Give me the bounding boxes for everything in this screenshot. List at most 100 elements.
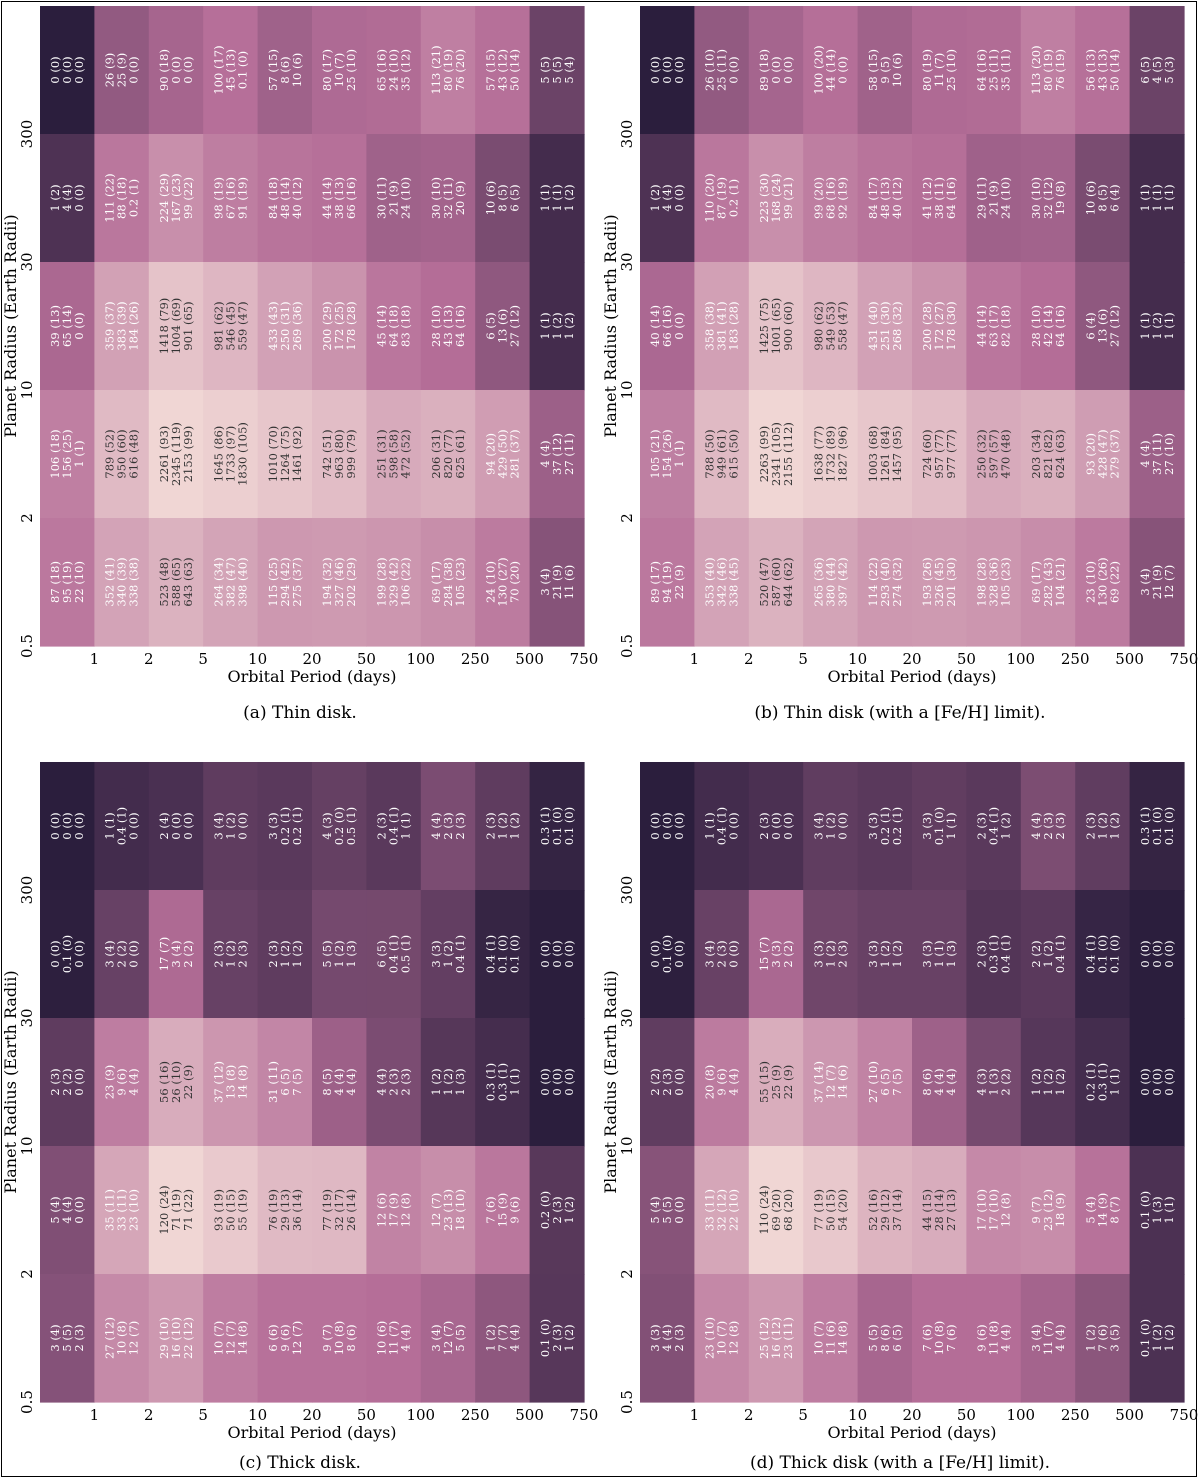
cell-label-d-r4-c3-1: 11 (6): [823, 1321, 837, 1356]
cell-label-c-r4-c6-2: 4 (4): [399, 1324, 413, 1351]
cell-label-b-r0-c4-0: 58 (15): [866, 49, 880, 91]
cell-label-d-r1-c8-2: 0.1 (0): [1107, 935, 1121, 973]
cell-d-r4-c5: [912, 1274, 967, 1403]
cell-b-r4-c2: [748, 518, 804, 647]
cell-a-r3-c9: [529, 390, 585, 519]
cell-label-d-r4-c6-1: 11 (8): [987, 1321, 1001, 1356]
cell-label-d-r3-c1-0: 33 (11): [703, 1189, 717, 1231]
cell-label-d-r0-c8-1: 1 (2): [1095, 812, 1109, 839]
cell-label-d-r1-c0-0: 0 (0): [648, 940, 662, 967]
cell-label-b-r1-c8-2: 6 (4): [1107, 184, 1121, 211]
cell-label-b-r1-c6-1: 21 (9): [987, 181, 1001, 216]
cell-label-b-r3-c3-2: 1827 (96): [835, 426, 849, 483]
cell-label-a-r4-c4-1: 294 (42): [278, 557, 292, 606]
xtick-a-9: 750: [570, 650, 599, 668]
cell-label-b-r1-c5-0: 41 (12): [920, 177, 934, 219]
xtick-a-8: 500: [515, 650, 544, 668]
xtick-c-0: 1: [90, 1406, 100, 1424]
cell-c-r0-c0: [40, 762, 95, 891]
cell-b-r2-c4: [857, 262, 913, 391]
cell-label-a-r3-c6-2: 472 (52): [399, 429, 413, 478]
cell-b-r2-c1: [694, 262, 750, 391]
cell-label-c-r2-c6-2: 2 (3): [399, 1068, 413, 1095]
cell-b-r1-c1: [694, 134, 750, 263]
cell-label-c-r2-c0-0: 2 (3): [48, 1068, 62, 1095]
cell-label-c-r0-c5-1: 0.2 (0): [332, 807, 346, 845]
cell-d-r2-c1: [694, 1018, 750, 1147]
caption-a: (a) Thin disk.: [243, 703, 357, 723]
cell-label-a-r1-c5-1: 38 (13): [332, 177, 346, 219]
cell-label-a-r4-c2-2: 643 (63): [181, 557, 195, 606]
cell-label-b-r1-c0-0: 1 (2): [648, 184, 662, 211]
cell-label-b-r1-c3-0: 99 (20): [811, 177, 825, 219]
cell-label-a-r0-c7-1: 80 (19): [441, 49, 455, 91]
cell-label-c-r3-c5-1: 32 (17): [332, 1189, 346, 1231]
cell-label-b-r4-c1-2: 338 (45): [727, 557, 741, 606]
cell-label-c-r1-c1-0: 3 (4): [103, 940, 117, 967]
cell-label-a-r2-c5-0: 200 (29): [320, 301, 334, 350]
xtick-c-8: 500: [515, 1406, 544, 1424]
cell-label-b-r1-c5-1: 38 (11): [932, 177, 946, 219]
cell-d-r2-c6: [966, 1018, 1022, 1147]
cell-label-c-r0-c9-2: 0.1 (0): [562, 807, 576, 845]
cell-label-b-r3-c9-1: 37 (11): [1150, 433, 1164, 475]
cell-d-r4-c9: [1129, 1274, 1185, 1403]
cell-label-d-r4-c2-1: 16 (12): [769, 1317, 783, 1359]
cell-label-d-r1-c4-0: 3 (3): [866, 940, 880, 967]
cell-label-c-r3-c3-1: 50 (15): [223, 1189, 237, 1231]
cell-label-d-r0-c5-2: 1 (1): [944, 812, 958, 839]
cell-b-r1-c5: [912, 134, 967, 263]
cell-label-a-r1-c6-0: 30 (11): [375, 177, 389, 219]
cell-label-c-r2-c8-0: 0.3 (1): [483, 1063, 497, 1101]
cell-label-b-r3-c3-0: 1638 (77): [811, 426, 825, 483]
cell-label-a-r2-c4-0: 433 (43): [266, 301, 280, 350]
cell-d-r2-c2: [748, 1018, 804, 1147]
cell-label-c-r1-c7-0: 3 (3): [429, 940, 443, 967]
cell-label-a-r4-c6-1: 329 (42): [387, 557, 401, 606]
cell-b-r0-c7: [1020, 6, 1076, 135]
cell-c-r1-c0: [40, 890, 95, 1019]
cell-label-a-r2-c2-1: 1004 (69): [169, 298, 183, 355]
cell-label-a-r0-c7-0: 113 (21): [429, 45, 443, 94]
cell-label-b-r0-c0-0: 0 (0): [648, 56, 662, 83]
cell-label-a-r3-c7-2: 625 (61): [453, 429, 467, 478]
cell-label-b-r1-c7-0: 30 (10): [1029, 177, 1043, 219]
cell-label-a-r3-c2-2: 2153 (99): [181, 426, 195, 483]
cell-label-d-r4-c5-1: 10 (8): [932, 1321, 946, 1356]
cell-d-r2-c3: [803, 1018, 859, 1147]
cell-a-r3-c2: [148, 390, 204, 519]
cell-label-a-r3-c5-0: 742 (51): [320, 429, 334, 478]
cell-label-d-r0-c8-2: 1 (2): [1107, 812, 1121, 839]
xtick-d-8: 500: [1115, 1406, 1144, 1424]
cell-d-r0-c8: [1075, 762, 1131, 891]
cell-a-r1-c8: [475, 134, 531, 263]
cell-label-a-r1-c2-2: 99 (22): [181, 177, 195, 219]
cell-label-c-r2-c4-1: 6 (5): [278, 1068, 292, 1095]
cell-label-d-r3-c6-2: 12 (8): [999, 1193, 1013, 1228]
cell-label-c-r4-c4-1: 9 (6): [278, 1324, 292, 1351]
cell-label-b-r4-c9-0: 3 (4): [1138, 568, 1152, 595]
cell-label-a-r0-c4-0: 57 (15): [266, 49, 280, 91]
cell-a-r0-c7: [420, 6, 476, 135]
cell-label-c-r2-c8-1: 0.3 (1): [495, 1063, 509, 1101]
cell-a-r2-c5: [312, 262, 367, 391]
cell-label-b-r3-c0-0: 105 (21): [648, 429, 662, 478]
cell-label-a-r1-c1-0: 111 (22): [103, 173, 117, 222]
cell-label-a-r2-c2-0: 1418 (79): [157, 298, 171, 355]
xtick-d-4: 20: [902, 1406, 921, 1424]
cell-label-d-r2-c6-0: 4 (3): [975, 1068, 989, 1095]
cell-label-b-r0-c3-1: 44 (14): [823, 49, 837, 91]
cell-label-c-r4-c3-2: 14 (8): [235, 1321, 249, 1356]
cell-label-d-r1-c1-2: 0 (0): [727, 940, 741, 967]
cell-label-b-r4-c3-0: 265 (36): [811, 557, 825, 606]
cell-label-b-r2-c0-0: 40 (14): [648, 305, 662, 347]
cell-label-c-r4-c5-0: 9 (7): [320, 1324, 334, 1351]
cell-label-c-r2-c2-1: 26 (10): [169, 1061, 183, 1103]
cell-label-c-r1-c6-2: 0.5 (1): [399, 935, 413, 973]
cell-d-r2-c9: [1129, 1018, 1185, 1147]
ytick-c-1: 2: [18, 1269, 36, 1279]
cell-label-d-r3-c2-2: 68 (20): [781, 1189, 795, 1231]
cell-label-a-r1-c9-2: 1 (2): [562, 184, 576, 211]
cell-label-a-r4-c0-2: 22 (10): [72, 561, 86, 603]
